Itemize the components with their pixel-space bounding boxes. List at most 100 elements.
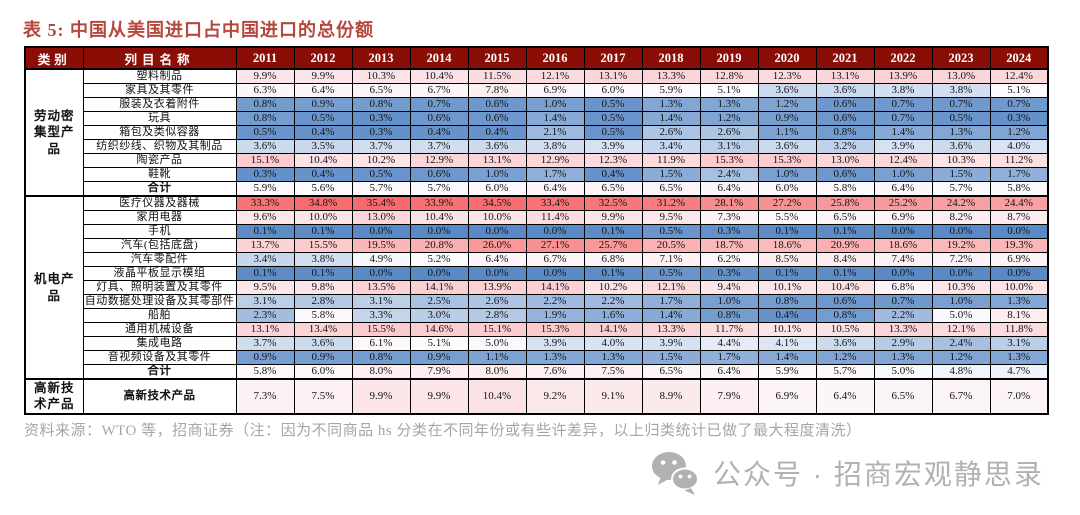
value-cell: 2.8% (467, 308, 527, 323)
value-cell: 8.9% (641, 378, 701, 414)
value-cell: 2.5% (409, 294, 469, 309)
year-header-2018: 2018 (641, 46, 701, 70)
value-cell: 0.4% (293, 125, 353, 140)
value-cell: 2.4% (699, 167, 759, 182)
value-cell: 20.9% (815, 238, 875, 253)
value-cell: 34.5% (467, 195, 527, 211)
value-cell: 6.4% (467, 252, 527, 267)
item-label-cell: 合计 (82, 364, 237, 380)
value-cell: 25.2% (873, 195, 933, 211)
value-cell: 2.6% (641, 125, 701, 140)
value-cell: 0.1% (757, 224, 817, 239)
value-cell: 3.4% (641, 139, 701, 154)
value-cell: 8.2% (931, 210, 991, 225)
value-cell: 0.1% (815, 224, 875, 239)
value-cell: 0.5% (351, 167, 411, 182)
value-cell: 0.1% (235, 266, 295, 281)
value-cell: 1.0% (467, 167, 527, 182)
value-cell: 0.5% (931, 111, 991, 126)
value-cell: 0.7% (873, 97, 933, 112)
value-cell: 5.8% (815, 181, 875, 197)
value-cell: 5.2% (409, 252, 469, 267)
table-row: 劳动密集型产品 塑料制品 9.9% 9.9% 10.3% 10.4% 11.5% 12.1% 1… (24, 68, 1049, 197)
value-cell: 3.6% (467, 139, 527, 154)
table-row: 手机 0.1% 0.1% 0.0% 0.0% 0.0% 0.0% 0.1% 0.5% 0.3% 0.… (25, 224, 1049, 239)
value-cell: 13.4% (293, 322, 353, 337)
value-cell: 34.8% (293, 195, 353, 211)
item-label-cell: 箱包及类似容器 (82, 125, 237, 140)
value-cell: 15.3% (757, 153, 817, 168)
table-head: 类别 列目名称 2011 2012 2013 2014 2015 2016 2017 2018… (24, 46, 1049, 70)
value-cell: 6.4% (699, 181, 759, 197)
value-cell: 9.5% (235, 280, 295, 295)
table-title: 表 5: 中国从美国进口占中国进口的总份额 (23, 20, 374, 40)
table-row: 鞋靴 0.3% 0.4% 0.5% 0.6% 1.0% 1.7% 0.4% 1.5% 2.4% 1.… (25, 167, 1049, 182)
value-cell: 2.4% (931, 336, 991, 351)
value-cell: 1.3% (989, 350, 1049, 365)
value-cell: 0.7% (873, 294, 933, 309)
value-cell: 1.4% (525, 111, 585, 126)
year-header-2016: 2016 (525, 46, 585, 70)
value-cell: 19.5% (351, 238, 411, 253)
category-cell: 机电产品 (24, 195, 84, 380)
value-cell: 0.4% (409, 125, 469, 140)
value-cell: 3.9% (583, 139, 643, 154)
table-row: 船舶 2.3% 5.8% 3.3% 3.0% 2.8% 1.9% 1.6% 1.4% 0.8% 0.… (25, 308, 1049, 323)
value-cell: 8.7% (989, 210, 1049, 225)
category-cell: 高新技术产品 (24, 378, 84, 414)
value-cell: 3.2% (815, 139, 875, 154)
year-header-2023: 2023 (931, 46, 991, 70)
table-container: 类别 列目名称 2011 2012 2013 2014 2015 2016 2017 2018… (24, 46, 1049, 415)
value-cell: 12.4% (989, 68, 1049, 84)
item-label-cell: 纺织纱线、织物及其制品 (82, 139, 237, 154)
value-cell: 7.0% (989, 378, 1049, 414)
value-cell: 0.1% (815, 266, 875, 281)
item-label-cell: 汽车(包括底盘) (82, 238, 237, 253)
value-cell: 0.4% (467, 125, 527, 140)
value-cell: 1.0% (931, 294, 991, 309)
value-cell: 0.0% (351, 224, 411, 239)
value-cell: 3.0% (409, 308, 469, 323)
value-cell: 3.6% (757, 83, 817, 98)
value-cell: 13.1% (235, 322, 295, 337)
value-cell: 6.9% (757, 378, 817, 414)
value-cell: 13.5% (351, 280, 411, 295)
item-label-cell: 玩具 (82, 111, 237, 126)
value-cell: 3.1% (351, 294, 411, 309)
value-cell: 0.6% (467, 111, 527, 126)
table-row: 服装及衣着附件 0.8% 0.9% 0.8% 0.7% 0.6% 1.0% 0.5% 1.3% 1… (25, 97, 1049, 112)
value-cell: 6.0% (467, 181, 527, 197)
value-cell: 5.8% (989, 181, 1049, 197)
value-cell: 10.3% (931, 280, 991, 295)
value-cell: 1.7% (989, 167, 1049, 182)
value-cell: 7.6% (525, 364, 585, 380)
value-cell: 12.4% (873, 153, 933, 168)
value-cell: 0.5% (583, 111, 643, 126)
value-cell: 6.4% (815, 378, 875, 414)
value-cell: 0.6% (467, 97, 527, 112)
value-cell: 2.2% (525, 294, 585, 309)
value-cell: 0.3% (235, 167, 295, 182)
value-cell: 26.0% (467, 238, 527, 253)
value-cell: 33.3% (235, 195, 295, 211)
value-cell: 27.1% (525, 238, 585, 253)
value-cell: 0.5% (293, 111, 353, 126)
table-row: 自动数据处理设备及其零部件 3.1% 2.8% 3.1% 2.5% 2.6% 2.2% 2.2… (25, 294, 1049, 309)
value-cell: 32.5% (583, 195, 643, 211)
value-cell: 6.9% (873, 210, 933, 225)
watermark-text: 公众号 · 招商宏观静思录 (713, 459, 1044, 490)
value-cell: 10.2% (351, 153, 411, 168)
table-row: 通用机械设备 13.1% 13.4% 15.5% 14.6% 15.1% 15.3% 14.1… (25, 322, 1049, 337)
value-cell: 0.0% (989, 224, 1049, 239)
year-header-2021: 2021 (815, 46, 875, 70)
value-cell: 1.5% (641, 350, 701, 365)
value-cell: 1.4% (641, 111, 701, 126)
value-cell: 0.0% (873, 224, 933, 239)
value-cell: 13.9% (467, 280, 527, 295)
value-cell: 13.1% (583, 68, 643, 84)
year-header-2019: 2019 (699, 46, 759, 70)
value-cell: 0.7% (409, 97, 469, 112)
value-cell: 10.4% (293, 153, 353, 168)
value-cell: 7.1% (641, 252, 701, 267)
